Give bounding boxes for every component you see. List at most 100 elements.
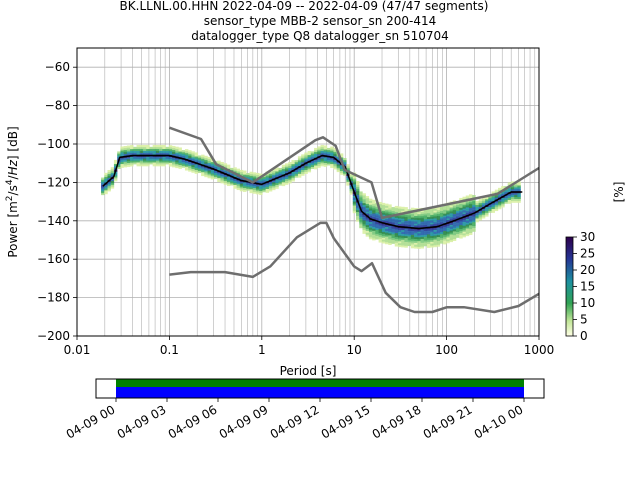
density-cell xyxy=(446,219,450,223)
density-cell xyxy=(391,218,395,221)
density-cell xyxy=(433,208,437,211)
density-cell xyxy=(410,236,415,239)
density-cell xyxy=(243,170,247,173)
density-cell xyxy=(420,215,424,218)
density-cell xyxy=(165,152,170,155)
density-cell xyxy=(472,200,476,203)
density-cell xyxy=(162,164,166,167)
density-cell xyxy=(197,155,202,158)
density-cell xyxy=(249,173,253,176)
density-cell xyxy=(381,237,386,240)
density-cell xyxy=(456,214,460,217)
density-cell xyxy=(394,230,399,234)
density-cell xyxy=(452,217,457,220)
colorbar-tick-label: 0 xyxy=(580,329,588,343)
density-cell xyxy=(430,243,434,246)
density-cell xyxy=(452,231,457,234)
density-cell xyxy=(485,199,489,202)
density-cell xyxy=(507,193,512,197)
density-cell xyxy=(356,211,360,214)
density-cell xyxy=(291,173,295,176)
density-cell xyxy=(368,229,373,232)
density-cell xyxy=(375,222,379,225)
density-cell xyxy=(268,177,273,180)
density-cell xyxy=(433,227,437,230)
density-cell xyxy=(414,232,418,236)
density-cell xyxy=(417,212,421,215)
density-cell xyxy=(210,169,215,172)
density-cell xyxy=(201,168,205,171)
density-cell xyxy=(255,192,260,195)
figure-title-line-2: sensor_type MBB-2 sensor_sn 200-414 xyxy=(204,14,437,28)
density-cell xyxy=(152,148,157,151)
density-cell xyxy=(194,171,199,174)
density-cell xyxy=(433,243,437,246)
density-cell xyxy=(168,149,173,152)
density-cell xyxy=(449,236,454,239)
density-cell xyxy=(214,170,218,174)
density-cell xyxy=(236,170,241,173)
density-cell xyxy=(468,209,473,212)
density-cell xyxy=(239,187,244,190)
density-cell xyxy=(178,147,182,150)
density-cell xyxy=(249,183,253,186)
density-cell xyxy=(465,233,470,237)
density-cell xyxy=(281,168,286,171)
density-cell xyxy=(233,169,237,172)
density-cell xyxy=(356,209,360,213)
density-cell xyxy=(401,241,405,244)
density-cell xyxy=(488,208,492,211)
density-cell xyxy=(481,208,486,211)
density-cell xyxy=(281,182,286,185)
density-cell xyxy=(223,165,228,168)
density-cell xyxy=(427,237,431,241)
density-cell xyxy=(436,231,441,234)
density-cell xyxy=(427,222,431,225)
density-cell xyxy=(207,176,211,179)
density-cell xyxy=(401,214,405,217)
density-cell xyxy=(143,164,147,167)
density-cell xyxy=(343,158,347,161)
density-cell xyxy=(375,204,379,207)
density-cell xyxy=(304,169,308,172)
density-cell xyxy=(239,183,244,186)
density-cell xyxy=(362,214,366,217)
density-cell xyxy=(427,241,431,245)
density-cell xyxy=(397,206,402,209)
density-cell xyxy=(394,215,399,218)
density-cell xyxy=(498,187,502,191)
density-cell xyxy=(510,198,515,201)
probability-density-cells xyxy=(101,144,521,249)
density-cell xyxy=(149,156,153,159)
density-cell xyxy=(323,153,328,156)
density-cell xyxy=(468,225,473,228)
density-cell xyxy=(294,173,299,176)
density-cell xyxy=(123,153,128,156)
density-cell xyxy=(417,219,421,222)
density-cell xyxy=(346,181,350,184)
density-cell xyxy=(404,220,408,223)
density-cell xyxy=(262,190,266,193)
density-cell xyxy=(172,149,176,152)
density-cell xyxy=(139,160,144,163)
density-cell xyxy=(452,213,457,217)
density-cell xyxy=(194,152,199,155)
density-cell xyxy=(249,190,253,194)
density-cell xyxy=(294,160,299,163)
density-cell xyxy=(252,174,257,177)
density-cell xyxy=(207,164,211,167)
density-cell xyxy=(133,156,137,159)
density-cell xyxy=(433,237,437,240)
density-cell xyxy=(427,214,431,218)
density-cell xyxy=(436,238,441,241)
density-cell xyxy=(468,207,473,210)
density-cell xyxy=(281,176,286,179)
density-cell xyxy=(362,208,366,211)
density-cell xyxy=(417,238,421,242)
density-cell xyxy=(146,144,150,148)
density-cell xyxy=(223,176,228,179)
density-cell xyxy=(410,215,415,218)
density-cell xyxy=(459,224,463,228)
density-cell xyxy=(143,152,147,155)
density-cell xyxy=(465,201,470,204)
